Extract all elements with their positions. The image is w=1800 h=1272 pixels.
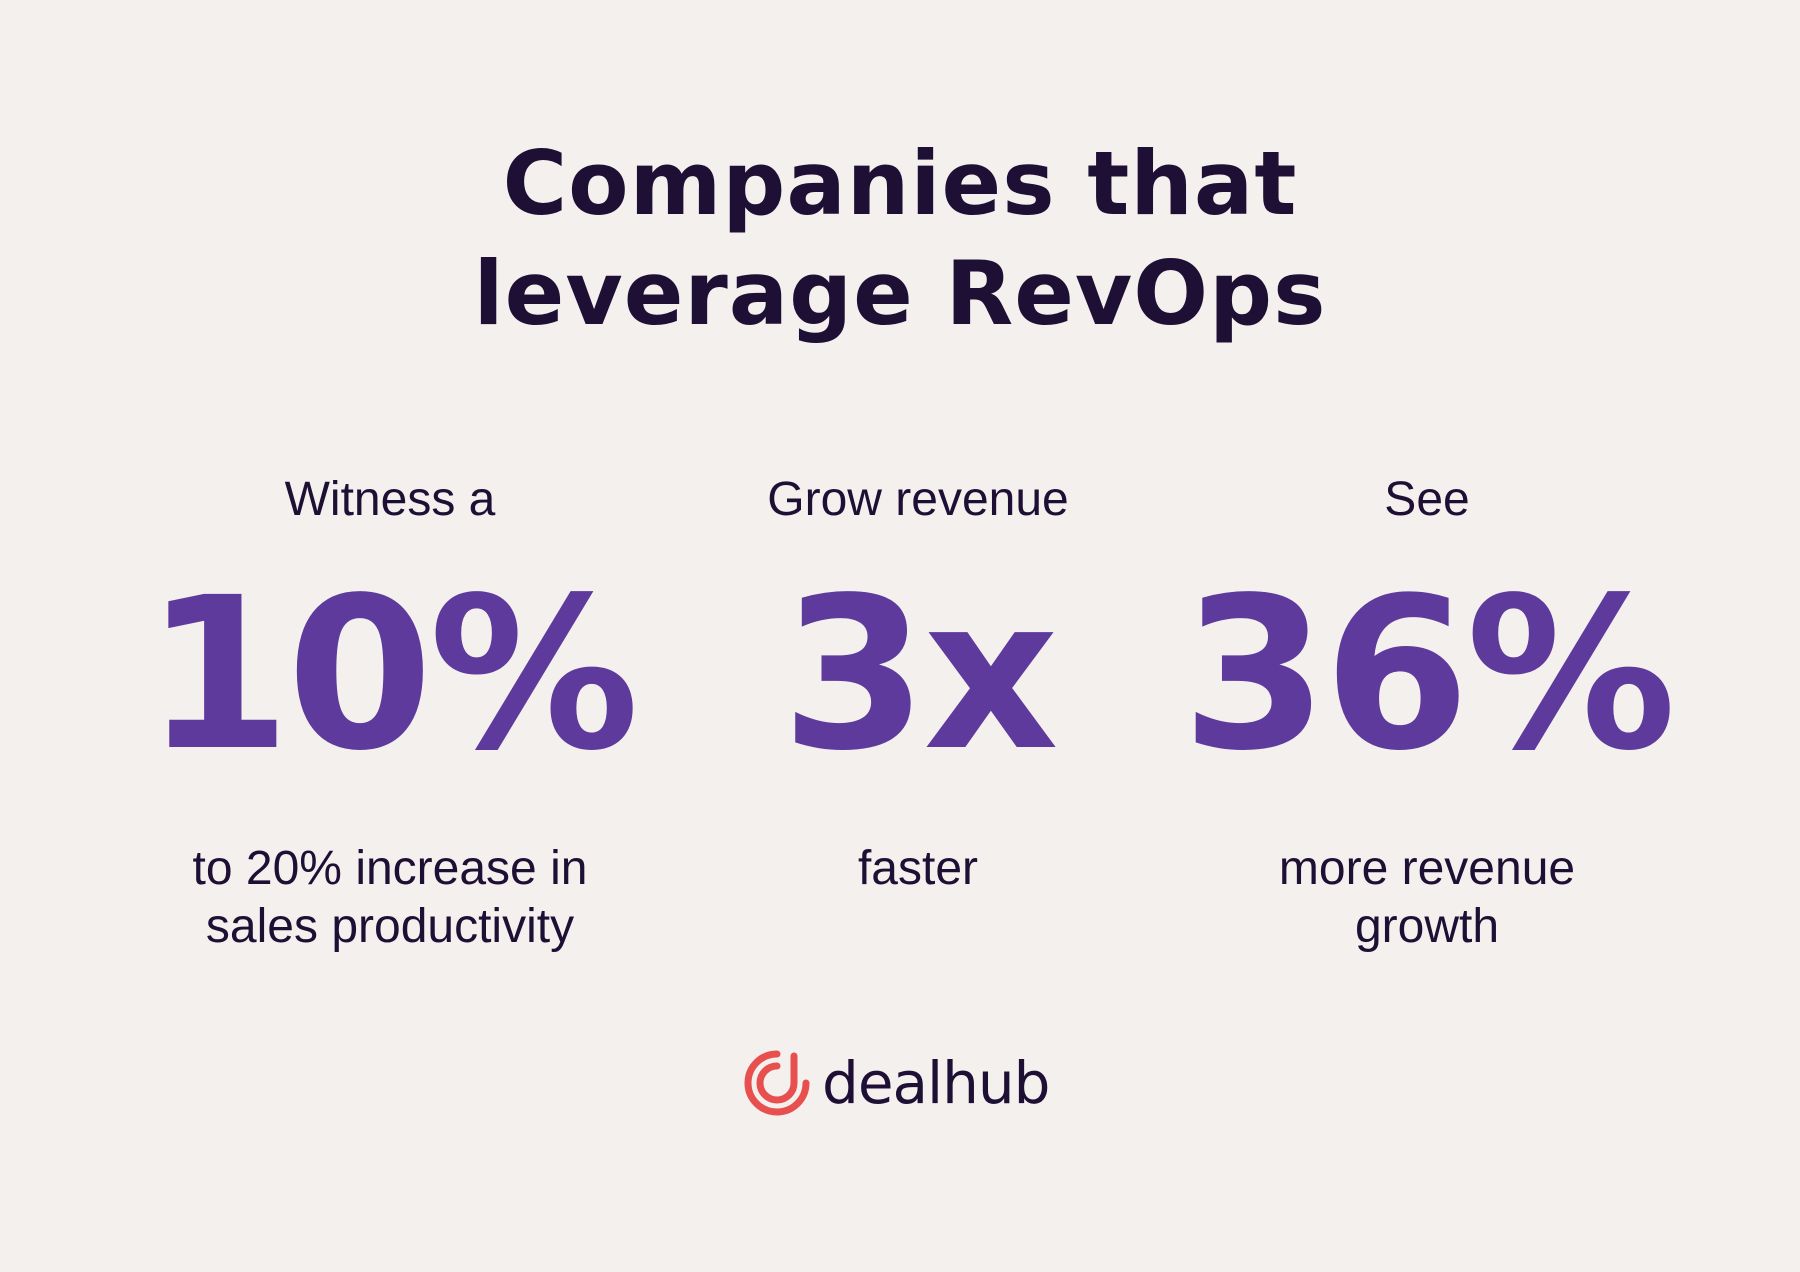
stat-figure: 3x bbox=[781, 552, 1059, 797]
title-line: Companies that bbox=[502, 132, 1298, 235]
stat-caption: more revenue growth bbox=[1147, 840, 1707, 956]
caption-line: growth bbox=[1354, 900, 1500, 953]
stat: See 36% more revenue growth bbox=[1147, 470, 1707, 956]
stat-figure: 36% bbox=[1181, 552, 1677, 797]
stat: Witness a 10% to 20% increase in sales prod… bbox=[110, 470, 670, 956]
caption-line: to 20% increase in bbox=[192, 842, 588, 895]
caption-line: faster bbox=[857, 842, 979, 895]
stat-caption: faster bbox=[638, 840, 1198, 898]
stat-caption: to 20% increase in sales productivity bbox=[110, 840, 670, 956]
logo: dealhub bbox=[742, 1048, 1050, 1118]
title-line: leverage RevOps bbox=[473, 242, 1327, 345]
caption-line: more revenue bbox=[1278, 842, 1576, 895]
stat-lead: Witness a bbox=[284, 473, 496, 526]
logo-icon bbox=[744, 1050, 810, 1116]
stat-figure: 10% bbox=[144, 552, 640, 797]
stat-lead: See bbox=[1384, 473, 1470, 526]
stat-lead: Grow revenue bbox=[767, 473, 1069, 526]
logo-text: dealhub bbox=[822, 1049, 1050, 1117]
caption-line: sales productivity bbox=[205, 900, 575, 953]
stat: Grow revenue 3x faster bbox=[638, 470, 1198, 898]
